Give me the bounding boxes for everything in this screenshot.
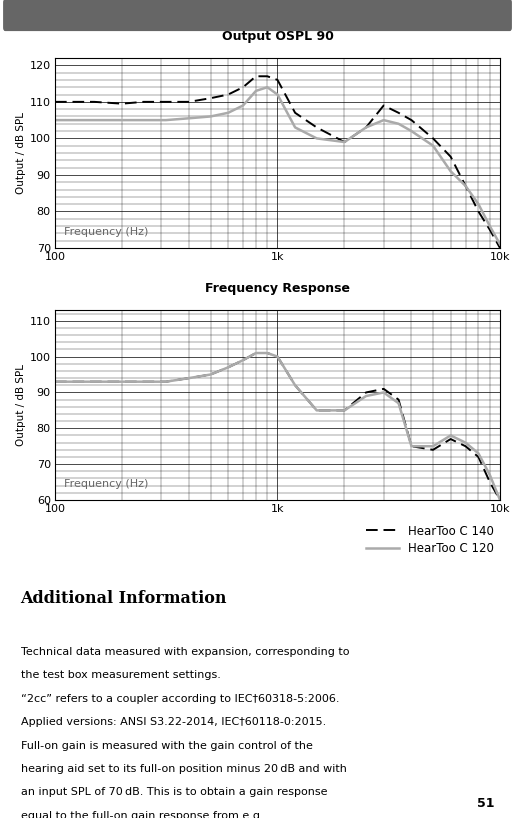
Text: equal to the full-on gain response from e.g.: equal to the full-on gain response from …	[21, 811, 263, 818]
Text: Frequency Response: Frequency Response	[205, 281, 350, 294]
Text: an input SPL of 70 dB. This is to obtain a gain response: an input SPL of 70 dB. This is to obtain…	[21, 788, 327, 798]
Text: Output OSPL 90: Output OSPL 90	[221, 29, 333, 43]
Text: the test box measurement settings.: the test box measurement settings.	[21, 671, 220, 681]
Text: Technical data measured with expansion, corresponding to: Technical data measured with expansion, …	[21, 647, 349, 657]
Y-axis label: Output / dB SPL: Output / dB SPL	[15, 364, 26, 446]
Text: hearing aid set to its full-on position minus 20 dB and with: hearing aid set to its full-on position …	[21, 764, 347, 774]
Y-axis label: Output / dB SPL: Output / dB SPL	[15, 112, 26, 194]
Text: “2cc” refers to a coupler according to IEC†60318-5:2006.: “2cc” refers to a coupler according to I…	[21, 694, 339, 703]
Text: 2CC COUPLER: 2CC COUPLER	[199, 7, 316, 23]
Text: Frequency (Hz): Frequency (Hz)	[64, 227, 148, 236]
Text: Additional Information: Additional Information	[21, 590, 227, 607]
Text: 51: 51	[477, 797, 494, 810]
Text: Frequency (Hz): Frequency (Hz)	[64, 479, 148, 488]
Legend: HearToo C 140, HearToo C 120: HearToo C 140, HearToo C 120	[366, 524, 494, 555]
Text: Applied versions: ANSI S3.22-2014, IEC†60118-0:2015.: Applied versions: ANSI S3.22-2014, IEC†6…	[21, 717, 326, 727]
Text: Full-on gain is measured with the gain control of the: Full-on gain is measured with the gain c…	[21, 740, 313, 751]
